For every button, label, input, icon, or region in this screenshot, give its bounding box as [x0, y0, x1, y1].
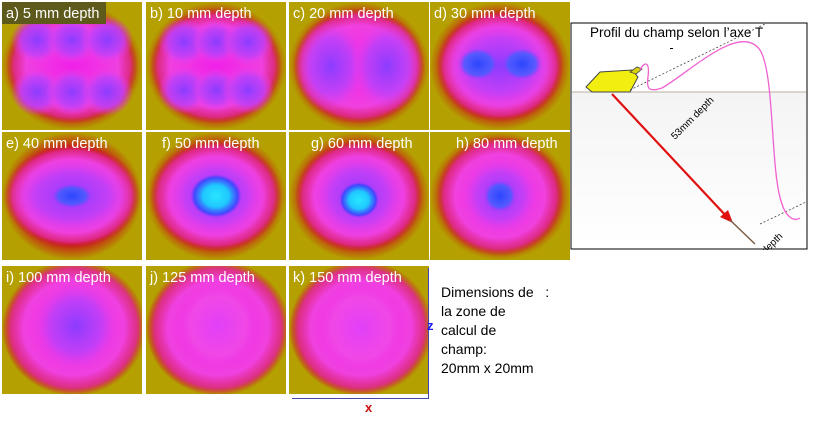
dimensions-line: 20mm x 20mm [441, 360, 534, 376]
field-map-30mm: d) 30 mm depth [430, 2, 570, 130]
far-field-axis [759, 201, 807, 225]
field-hotspot [81, 16, 133, 64]
field-hotspot [190, 174, 242, 218]
field-map-image [146, 132, 286, 260]
field-map-125mm: j) 125 mm depth [146, 266, 286, 394]
field-map-image [289, 266, 429, 394]
field-map-5mm: a) 5 mm depth [2, 2, 142, 130]
title-mark [670, 48, 673, 49]
x-axis-line [292, 398, 429, 399]
field-hotspot [222, 66, 274, 114]
field-map-image [146, 2, 286, 130]
field-hotspot [222, 18, 274, 66]
field-hotspot [178, 284, 258, 368]
field-hotspot [52, 184, 92, 208]
field-hotspot [295, 20, 367, 112]
tile-label: a) 5 mm depth [2, 2, 106, 24]
field-profile-diagram: Profil du champ selon l’axe T 53mm depth… [570, 22, 808, 250]
transducer-wedge [585, 69, 639, 93]
tile-label: g) 60 mm depth [311, 136, 413, 152]
field-map-150mm: k) 150 mm depth [289, 266, 429, 394]
field-map-image [2, 132, 142, 260]
tile-label: e) 40 mm depth [6, 136, 108, 152]
field-map-60mm: g) 60 mm depth [289, 132, 429, 260]
tile-label: k) 150 mm depth [293, 270, 402, 286]
field-map-80mm: h) 80 mm depth [430, 132, 570, 260]
field-map-image [2, 266, 142, 394]
beam-arrow [611, 93, 729, 219]
arrow-head [720, 210, 733, 223]
tile-label: f) 50 mm depth [162, 136, 260, 152]
field-profile-curve [639, 41, 801, 220]
field-map-image [430, 2, 570, 130]
field-map-50mm: f) 50 mm depth [146, 132, 286, 260]
field-hotspot [319, 284, 403, 372]
dimensions-line: champ: [441, 341, 487, 357]
z-axis-line [428, 268, 429, 399]
field-hotspot [458, 48, 498, 80]
z-axis-label: z [427, 318, 434, 333]
field-hotspot [502, 48, 542, 80]
field-map-100mm: i) 100 mm depth [2, 266, 142, 394]
field-map-image [289, 132, 429, 260]
transducer-top [629, 66, 643, 75]
field-map-image [430, 132, 570, 260]
dimensions-line: Dimensions de : [441, 284, 550, 300]
field-map-20mm: c) 20 mm depth [289, 2, 429, 130]
tile-label: i) 100 mm depth [6, 270, 111, 286]
tile-label: d) 30 mm depth [434, 6, 536, 22]
test-medium [572, 92, 806, 248]
field-hotspot [339, 182, 379, 218]
field-map-image [146, 266, 286, 394]
x-axis-label: x [365, 400, 373, 415]
field-map-image [2, 2, 142, 130]
dimensions-note: Dimensions de : la zone de calcul de cha… [441, 283, 549, 378]
field-map-40mm: e) 40 mm depth [2, 132, 142, 260]
field-map-10mm: b) 10 mm depth [146, 2, 286, 130]
near-field-axis [629, 23, 766, 91]
field-hotspot [484, 180, 516, 212]
field-map-image [289, 2, 429, 130]
field-hotspot [81, 68, 133, 116]
tile-label: b) 10 mm depth [150, 6, 252, 22]
tile-label: c) 20 mm depth [293, 6, 394, 22]
tile-label: j) 125 mm depth [150, 270, 255, 286]
field-hotspot [442, 20, 558, 112]
beam-extension [729, 219, 756, 245]
field-hotspot [351, 20, 423, 112]
profile-title: Profil du champ selon l’axe T [590, 25, 763, 40]
field-hotspot [32, 280, 120, 372]
tile-label: h) 80 mm depth [456, 136, 558, 152]
dimensions-line: calcul de [441, 322, 497, 338]
dimensions-line: la zone de [441, 303, 506, 319]
